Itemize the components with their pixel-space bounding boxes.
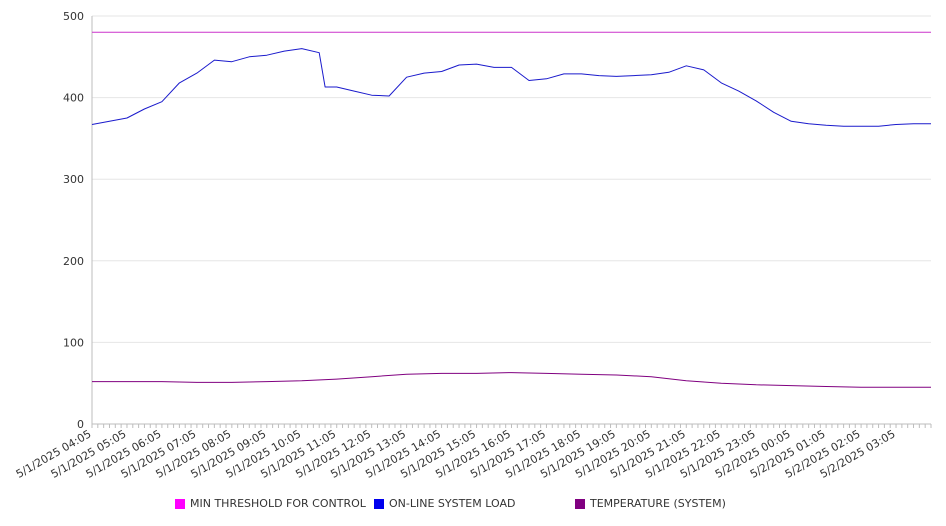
legend-item: ON-LINE SYSTEM LOAD xyxy=(374,497,515,510)
x-tick-labels: 5/1/2025 04:055/1/2025 05:055/1/2025 06:… xyxy=(14,427,898,481)
y-tick-label: 0 xyxy=(77,418,84,431)
y-tick-label: 400 xyxy=(63,92,84,105)
y-tick-labels: 0 100 200 300 400 500 xyxy=(63,10,84,431)
legend-swatch xyxy=(175,498,185,509)
legend-label: TEMPERATURE (SYSTEM) xyxy=(590,497,726,510)
legend-label: MIN THRESHOLD FOR CONTROL xyxy=(190,497,366,510)
series-line-on-line-system-load xyxy=(91,48,931,127)
line-chart: 0 100 200 300 400 500 5/1/2025 04:055/1/2025 … xyxy=(14,10,932,481)
y-tick-label: 300 xyxy=(63,173,84,186)
y-tick-label: 200 xyxy=(63,255,84,268)
axes xyxy=(91,16,932,428)
y-tick-label: 100 xyxy=(63,336,84,349)
y-tick-label: 500 xyxy=(63,10,84,23)
legend-swatch xyxy=(575,498,585,509)
grid xyxy=(92,15,931,425)
series-line-temperature-system xyxy=(92,372,931,388)
legend-item: TEMPERATURE (SYSTEM) xyxy=(575,497,726,510)
legend-label: ON-LINE SYSTEM LOAD xyxy=(389,497,516,510)
series-lines xyxy=(91,31,931,388)
legend: MIN THRESHOLD FOR CONTROL ON-LINE SYSTEM … xyxy=(0,497,946,517)
legend-swatch xyxy=(374,498,384,509)
legend-item: MIN THRESHOLD FOR CONTROL xyxy=(175,497,366,510)
